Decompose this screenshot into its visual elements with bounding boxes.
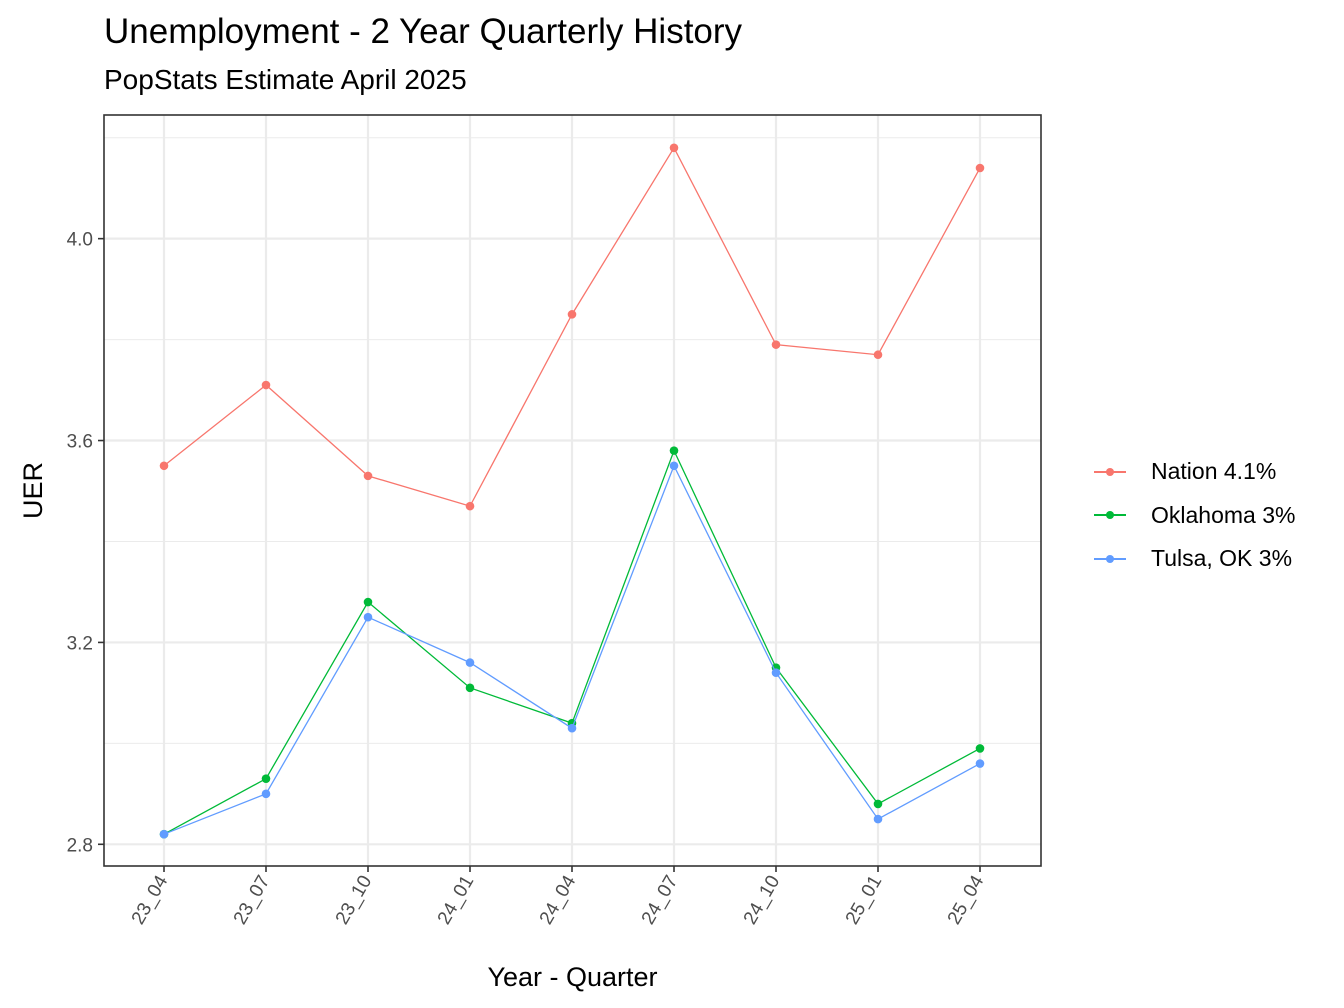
data-point (669, 143, 679, 153)
x-tick-label: 25_01 (842, 872, 887, 928)
y-tick-label: 4.0 (67, 230, 93, 251)
legend-key-icon (1090, 505, 1130, 525)
series-nation (159, 143, 985, 511)
data-point (159, 829, 169, 839)
legend: Nation 4.1% Oklahoma 3% Tulsa, OK 3% (1090, 450, 1295, 581)
data-point (873, 814, 883, 824)
data-point (567, 310, 577, 319)
data-point (261, 789, 271, 799)
y-tick-label: 3.2 (67, 633, 93, 654)
data-point (873, 350, 883, 360)
legend-key-icon (1090, 549, 1130, 569)
data-point (363, 612, 373, 622)
data-point (771, 668, 781, 677)
legend-item: Nation 4.1% (1090, 450, 1295, 494)
x-axis-title: Year - Quarter (487, 962, 657, 992)
x-tick-label: 24_04 (536, 872, 581, 929)
data-point (873, 799, 883, 809)
x-tick-label: 25_04 (944, 872, 989, 929)
data-point (159, 461, 169, 471)
data-point (669, 461, 679, 471)
data-point (465, 683, 475, 693)
legend-item: Tulsa, OK 3% (1090, 537, 1295, 581)
legend-key-icon (1090, 462, 1130, 482)
data-point (363, 597, 373, 607)
legend-label: Oklahoma 3% (1151, 501, 1296, 528)
data-point (975, 163, 985, 173)
data-point (975, 744, 985, 753)
data-point (261, 380, 271, 390)
data-point (975, 759, 985, 768)
plot-panel (104, 115, 1041, 866)
data-point (465, 501, 475, 511)
data-point (771, 340, 781, 349)
x-tick-label: 23_07 (230, 872, 275, 928)
x-tick-label: 23_04 (128, 872, 173, 929)
y-tick-label: 2.8 (67, 835, 93, 856)
chart-title: Unemployment - 2 Year Quarterly History (104, 12, 743, 51)
chart-subtitle: PopStats Estimate April 2025 (104, 64, 467, 95)
legend-item: Oklahoma 3% (1090, 494, 1295, 538)
x-tick-label: 23_10 (332, 872, 377, 928)
series-tulsa (159, 461, 985, 839)
y-axis-title: UER (18, 462, 48, 519)
legend-label: Tulsa, OK 3% (1151, 545, 1293, 572)
x-tick-label: 24_07 (638, 872, 683, 928)
x-tick-label: 24_01 (434, 872, 479, 928)
y-tick-label: 3.6 (67, 432, 93, 453)
data-point (465, 658, 475, 667)
data-point (567, 723, 577, 733)
data-point (261, 774, 271, 783)
legend-label: Nation 4.1% (1151, 458, 1277, 485)
data-point (669, 446, 679, 455)
data-point (363, 471, 373, 481)
x-tick-label: 24_10 (740, 872, 785, 928)
